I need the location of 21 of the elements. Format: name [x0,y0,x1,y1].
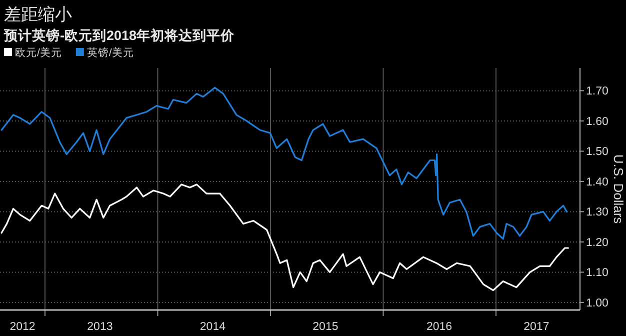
line-series [0,184,570,292]
y-tick-label: 1.60 [586,116,608,128]
chart-title: 差距缩小 [4,5,72,24]
y-axis-title: U.S. Dollars [611,154,626,224]
y-tick-label: 1.10 [586,267,608,280]
x-tick-label: 2016 [426,321,452,333]
y-tick-label: 1.70 [586,86,608,98]
y-tick-label: 1.30 [586,206,608,219]
x-tick-label: 2014 [200,321,226,333]
x-tick-label: 2013 [87,321,113,333]
y-tick-label: 1.00 [586,297,608,310]
chart-subtitle: 预计英镑-欧元到2018年初将达到平价 [3,27,236,43]
y-tick-label: 1.20 [586,236,608,249]
y-tick-label: 1.40 [586,176,608,188]
line-series [0,86,568,240]
x-tick-label: 2015 [312,321,338,333]
x-tick-label: 2012 [10,321,36,333]
legend-label: 英镑/美元 [86,46,134,59]
x-tick-label: 2017 [524,321,550,333]
legend-label: 欧元/美元 [15,46,62,59]
y-tick-label: 1.50 [586,146,608,158]
